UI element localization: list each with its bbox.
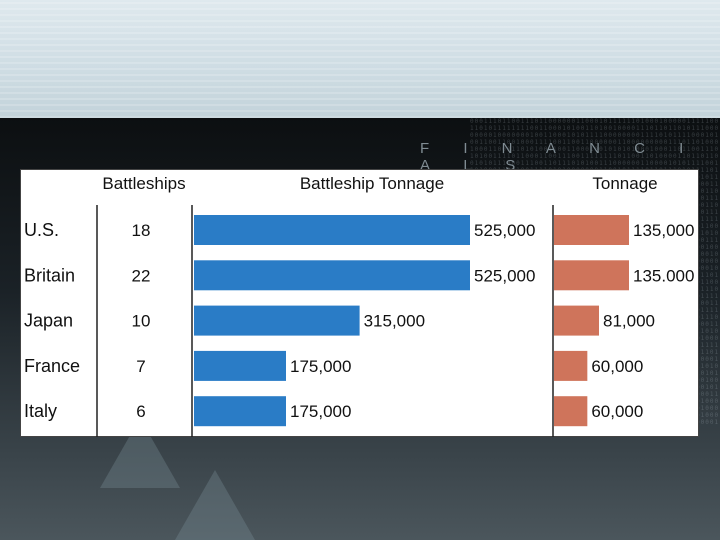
battleship-count-label: 22 — [132, 266, 151, 285]
battleship-count-label: 18 — [132, 221, 151, 240]
row-label-country: Japan — [24, 311, 73, 331]
tonnage-chart: Battleships Battleship Tonnage Tonnage U.S.… — [20, 169, 699, 437]
decor-triangle — [175, 470, 255, 540]
row-label-country: Britain — [24, 265, 75, 285]
battleship-tonnage-bar — [194, 215, 470, 245]
battleship-tonnage-value-label: 525,000 — [474, 266, 535, 285]
row-label-country: U.S. — [24, 220, 59, 240]
battleship-count-label: 7 — [136, 357, 145, 376]
battleship-tonnage-bar — [194, 306, 360, 336]
tonnage-bar — [554, 215, 629, 245]
column-header-battleship-tonnage: Battleship Tonnage — [300, 174, 444, 193]
tonnage-value-label: 60,000 — [591, 402, 643, 421]
tonnage-value-label: 81,000 — [603, 312, 655, 331]
battleship-tonnage-value-label: 175,000 — [290, 402, 351, 421]
battleship-tonnage-value-label: 525,000 — [474, 221, 535, 240]
battleship-tonnage-value-label: 175,000 — [290, 357, 351, 376]
tonnage-bar — [554, 396, 587, 426]
column-header-tonnage: Tonnage — [592, 174, 657, 193]
battleship-tonnage-bar — [194, 351, 286, 381]
tonnage-bar — [554, 306, 599, 336]
row-label-country: Italy — [24, 401, 57, 421]
tonnage-bar — [554, 260, 629, 290]
row-label-country: France — [24, 356, 80, 376]
tonnage-value-label: 60,000 — [591, 357, 643, 376]
column-header-battleships: Battleships — [102, 174, 185, 193]
header-band — [0, 0, 720, 118]
battleship-tonnage-bar — [194, 396, 286, 426]
tonnage-value-label: 135,000 — [633, 221, 694, 240]
tonnage-value-label: 135.000 — [633, 266, 694, 285]
battleship-tonnage-bar — [194, 260, 470, 290]
battleship-count-label: 10 — [132, 312, 151, 331]
table-border — [21, 170, 699, 437]
battleship-count-label: 6 — [136, 402, 145, 421]
tonnage-bar — [554, 351, 587, 381]
chart-card: Battleships Battleship Tonnage Tonnage U.S.… — [20, 169, 699, 437]
battleship-tonnage-value-label: 315,000 — [364, 312, 425, 331]
